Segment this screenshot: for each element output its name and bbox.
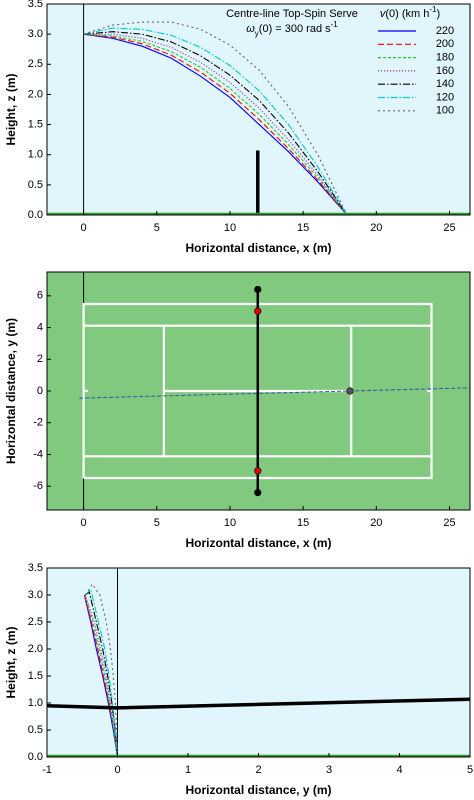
y-tick-label: 0 <box>37 385 43 397</box>
y-tick-label: 1.0 <box>28 149 43 161</box>
x-axis-label: Horizontal distance, x (m) <box>185 536 331 550</box>
text-part: v <box>380 8 387 20</box>
trajectory <box>83 594 119 757</box>
trajectory <box>83 33 348 215</box>
net <box>47 697 470 710</box>
plot-area <box>47 568 470 757</box>
trajectory <box>83 594 119 757</box>
y-tick-label: -2 <box>33 417 43 429</box>
legend-label: 160 <box>436 65 454 77</box>
point <box>254 467 262 475</box>
text-part: y <box>255 29 259 38</box>
trajectory <box>84 588 119 757</box>
trajectory <box>84 594 119 757</box>
x-tick-label: 25 <box>443 222 455 234</box>
x-tick-label: 10 <box>224 517 236 529</box>
trajectory <box>83 27 348 215</box>
y-tick-label: 2.5 <box>28 616 43 628</box>
x-tick-label: 0 <box>114 764 120 776</box>
y-tick-label: 2 <box>37 353 43 365</box>
y-tick-label: 0.0 <box>28 209 43 221</box>
y-tick-label: -6 <box>33 480 43 492</box>
x-tick-label: -1 <box>42 764 52 776</box>
x-axis-label: Horizontal distance, y (m) <box>185 783 331 797</box>
y-tick-label: 2.0 <box>28 88 43 100</box>
y-tick-label: 2.0 <box>28 643 43 655</box>
legend-label: 100 <box>436 105 454 117</box>
text-part: ω <box>246 23 255 35</box>
annotation2: ωy(0) = 300 rad s-1 <box>246 20 338 38</box>
text-part: -1 <box>331 20 339 29</box>
plot-background <box>47 568 470 757</box>
x-tick-label: 15 <box>297 517 309 529</box>
y-axis-label: Height, z (m) <box>4 627 18 699</box>
x-tick-label: 0 <box>81 517 87 529</box>
point <box>254 307 262 315</box>
x-tick-label: 5 <box>467 764 473 776</box>
y-tick-label: 3.5 <box>28 562 43 574</box>
y-tick-label: 3.5 <box>28 0 43 10</box>
trajectory <box>83 31 348 215</box>
y-tick-label: 0.5 <box>28 179 43 191</box>
y-tick-label: -4 <box>33 448 43 460</box>
x-tick-label: 20 <box>370 222 382 234</box>
y-tick-label: 6 <box>37 290 43 302</box>
x-tick-label: 5 <box>154 222 160 234</box>
trajectory <box>83 21 348 215</box>
legend-label: 140 <box>436 78 454 90</box>
text-part: (0) = 300 rad s <box>259 23 331 35</box>
y-tick-label: 2.5 <box>28 58 43 70</box>
y-axis-label: Height, z (m) <box>4 74 18 146</box>
y-tick-label: 1.5 <box>28 670 43 682</box>
x-tick-label: 15 <box>297 222 309 234</box>
y-tick-label: 1.5 <box>28 118 43 130</box>
x-tick-label: 25 <box>443 517 455 529</box>
court-line <box>82 302 433 480</box>
x-tick-label: 0 <box>81 222 87 234</box>
text-part: -1 <box>429 5 437 14</box>
y-tick-label: 0.5 <box>28 724 43 736</box>
plot-area <box>83 4 348 215</box>
y-tick-label: 3.0 <box>28 28 43 40</box>
y-tick-label: 0.0 <box>28 751 43 763</box>
trajectory <box>84 591 119 757</box>
legend-label: 220 <box>436 25 454 37</box>
x-tick-label: 20 <box>370 517 382 529</box>
trajectory <box>85 583 119 757</box>
x-tick-label: 2 <box>255 764 261 776</box>
legend-label: 200 <box>436 38 454 50</box>
x-axis-label: Horizontal distance, x (m) <box>185 241 331 255</box>
text-part: ) <box>436 8 440 20</box>
ball-path <box>79 387 470 399</box>
legend-label: 180 <box>436 52 454 64</box>
plot-area <box>79 272 470 510</box>
trajectory <box>83 33 348 215</box>
point <box>254 285 262 294</box>
legend-title: v(0) (km h-1) <box>380 5 440 20</box>
plot-frame <box>46 3 471 216</box>
legend-label: 120 <box>436 91 454 103</box>
annotation: Centre-line Top-Spin Serve <box>226 8 358 20</box>
x-tick-label: 1 <box>185 764 191 776</box>
text-part: (0) (km h <box>385 8 429 20</box>
x-tick-label: 5 <box>154 517 160 529</box>
y-tick-label: 3.0 <box>28 589 43 601</box>
y-axis-label: Horizontal distance, y (m) <box>4 318 18 464</box>
trajectory <box>83 33 348 215</box>
point <box>254 488 262 497</box>
y-tick-label: 1.0 <box>28 697 43 709</box>
x-tick-label: 10 <box>224 222 236 234</box>
x-tick-label: 4 <box>396 764 402 776</box>
point <box>346 387 354 395</box>
x-tick-label: 3 <box>326 764 332 776</box>
y-tick-label: 4 <box>37 321 43 333</box>
